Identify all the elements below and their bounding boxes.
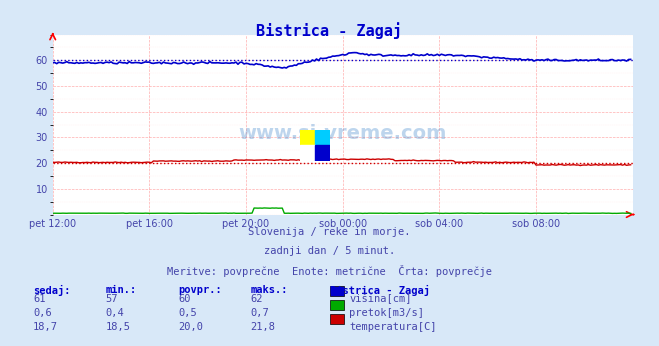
- FancyBboxPatch shape: [330, 286, 344, 296]
- Text: 0,7: 0,7: [250, 308, 269, 318]
- Text: maks.:: maks.:: [250, 285, 288, 295]
- Text: Bistrica - Zagaj: Bistrica - Zagaj: [330, 285, 430, 297]
- FancyBboxPatch shape: [330, 314, 344, 324]
- Text: 61: 61: [33, 294, 45, 304]
- Text: 0,5: 0,5: [178, 308, 196, 318]
- Text: 0,4: 0,4: [105, 308, 124, 318]
- Text: zadnji dan / 5 minut.: zadnji dan / 5 minut.: [264, 246, 395, 256]
- Text: 21,8: 21,8: [250, 322, 275, 332]
- Text: min.:: min.:: [105, 285, 136, 295]
- Text: 62: 62: [250, 294, 263, 304]
- Text: 18,7: 18,7: [33, 322, 58, 332]
- Text: povpr.:: povpr.:: [178, 285, 221, 295]
- Text: 0,6: 0,6: [33, 308, 51, 318]
- Text: 60: 60: [178, 294, 190, 304]
- Text: višina[cm]: višina[cm]: [349, 294, 412, 304]
- Text: Bistrica - Zagaj: Bistrica - Zagaj: [256, 22, 403, 39]
- Text: 20,0: 20,0: [178, 322, 203, 332]
- Text: pretok[m3/s]: pretok[m3/s]: [349, 308, 424, 318]
- Text: 18,5: 18,5: [105, 322, 130, 332]
- Text: sedaj:: sedaj:: [33, 285, 71, 297]
- Bar: [300, 130, 315, 145]
- FancyBboxPatch shape: [330, 300, 344, 310]
- Bar: [315, 130, 330, 145]
- Text: Meritve: povprečne  Enote: metrične  Črta: povprečje: Meritve: povprečne Enote: metrične Črta:…: [167, 265, 492, 277]
- Bar: [315, 145, 330, 161]
- Bar: [300, 145, 315, 161]
- Text: www.si-vreme.com: www.si-vreme.com: [239, 124, 447, 143]
- Text: 57: 57: [105, 294, 118, 304]
- Text: Slovenija / reke in morje.: Slovenija / reke in morje.: [248, 227, 411, 237]
- Text: temperatura[C]: temperatura[C]: [349, 322, 437, 332]
